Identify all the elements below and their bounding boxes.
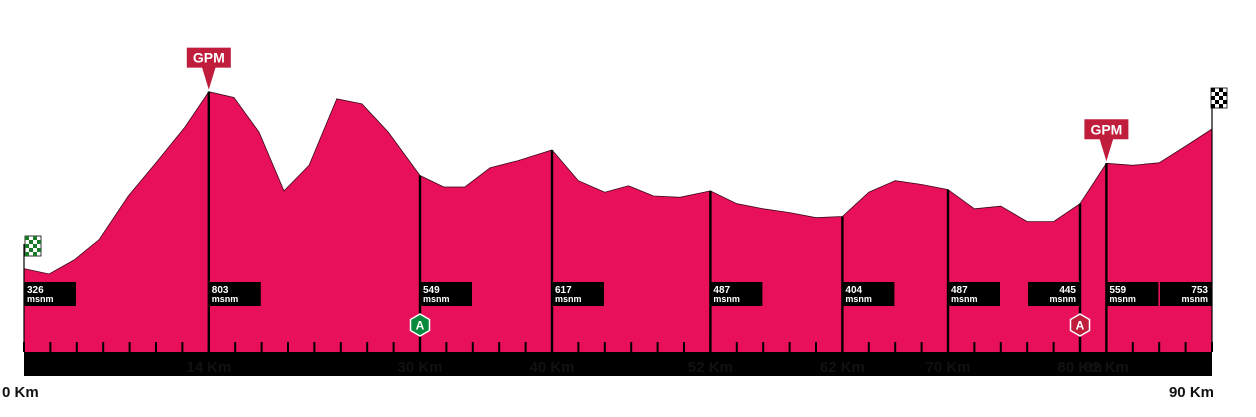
km-label: 40 Km bbox=[529, 359, 574, 376]
altitude-value: 487 bbox=[713, 285, 730, 296]
gpm-box bbox=[186, 47, 231, 68]
altitude-label-box bbox=[24, 282, 76, 306]
start-flag-square bbox=[33, 252, 37, 256]
altitude-unit: msnm bbox=[845, 294, 872, 304]
km-label: 30 Km bbox=[397, 359, 442, 376]
altitude-unit: msnm bbox=[212, 294, 239, 304]
start-flag-square bbox=[33, 236, 37, 240]
feed-zone-label: A bbox=[416, 319, 425, 333]
altitude-value: 404 bbox=[845, 285, 862, 296]
gpm-marker: GPM bbox=[186, 47, 231, 90]
altitude-label-box bbox=[1160, 282, 1212, 306]
profile-outline bbox=[23, 91, 1213, 275]
start-flag-square bbox=[25, 244, 29, 248]
feed-zone-badge: A bbox=[1069, 313, 1091, 337]
km-label: 52 Km bbox=[688, 359, 733, 376]
profile-area bbox=[24, 91, 1212, 352]
gpm-marker: GPM bbox=[1084, 119, 1129, 162]
km-label: 0 Km bbox=[2, 384, 39, 401]
km-labels-group: 0 Km 14 Km 30 Km 40 Km 52 Km 62 Km 70 Km 80 Km8… bbox=[2, 359, 1214, 401]
altitude-value: 803 bbox=[212, 285, 229, 296]
altitude-label-box bbox=[420, 282, 472, 306]
gpm-label: GPM bbox=[193, 50, 225, 66]
altitude-label-box bbox=[948, 282, 1000, 306]
finish-flag-square bbox=[1211, 88, 1215, 92]
start-flag-square bbox=[25, 236, 29, 240]
altitude-unit: msnm bbox=[27, 294, 54, 304]
altitude-unit: msnm bbox=[713, 294, 740, 304]
feed-zone-badge: A bbox=[409, 313, 431, 337]
gpm-pointer bbox=[201, 66, 216, 90]
finish-flag-square bbox=[1211, 96, 1215, 100]
feed-zone-hexagon bbox=[409, 313, 431, 337]
altitude-unit: msnm bbox=[1109, 294, 1136, 304]
finish-flag-square bbox=[1215, 100, 1219, 104]
km-label: 82 Km bbox=[1084, 359, 1129, 376]
finish-flag-square bbox=[1223, 100, 1227, 104]
km-label: 70 Km bbox=[925, 359, 970, 376]
start-flag-square bbox=[29, 240, 33, 244]
altitude-unit: msnm bbox=[1049, 294, 1076, 304]
feed-zone-label: A bbox=[1076, 319, 1085, 333]
altitude-label-box bbox=[842, 282, 895, 306]
altitude-unit: msnm bbox=[1181, 294, 1208, 304]
finish-flag-square bbox=[1219, 104, 1223, 108]
start-flag-square bbox=[29, 248, 33, 252]
altitude-label-box bbox=[552, 282, 604, 306]
gpm-group: GPM GPM bbox=[186, 47, 1129, 162]
gpm-pointer bbox=[1099, 138, 1114, 162]
finish-flag-square bbox=[1223, 92, 1227, 96]
finish-flag-square bbox=[1211, 104, 1215, 108]
altitude-value: 617 bbox=[555, 285, 572, 296]
flags-group bbox=[24, 87, 1228, 257]
km-label: 90 Km bbox=[1169, 384, 1214, 401]
gpm-label: GPM bbox=[1090, 121, 1122, 137]
altitude-unit: msnm bbox=[555, 294, 582, 304]
profile-area-group bbox=[23, 91, 1213, 352]
altitude-value: 326 bbox=[27, 285, 44, 296]
finish-flag-square bbox=[1219, 96, 1223, 100]
altitude-value: 445 bbox=[1059, 285, 1076, 296]
altitude-unit: msnm bbox=[423, 294, 450, 304]
altitude-value: 753 bbox=[1191, 285, 1208, 296]
start-flag-square bbox=[37, 240, 41, 244]
km-markers-group: 326msnm803msnm549msnm617msnm487msnm404ms… bbox=[23, 91, 1213, 352]
start-flag-square bbox=[25, 252, 29, 256]
km-label: 80 Km bbox=[1057, 359, 1102, 376]
km-axis-bar bbox=[24, 352, 1212, 376]
altitude-value: 549 bbox=[423, 285, 440, 296]
altitude-label-box bbox=[1028, 282, 1080, 306]
altitude-unit: msnm bbox=[951, 294, 978, 304]
altitude-value: 559 bbox=[1109, 285, 1126, 296]
start-flag-square bbox=[33, 244, 37, 248]
altitude-label-box bbox=[1106, 282, 1159, 306]
altitude-label-box bbox=[710, 282, 763, 306]
altitude-value: 487 bbox=[951, 285, 968, 296]
feed-zone-hexagon bbox=[1069, 313, 1091, 337]
finish-flag-square bbox=[1219, 88, 1223, 92]
finish-flag bbox=[1210, 87, 1228, 109]
gpm-box bbox=[1084, 119, 1129, 140]
axis-ticks-group bbox=[23, 342, 1213, 376]
finish-flag-square bbox=[1215, 92, 1219, 96]
start-flag-square bbox=[37, 248, 41, 252]
altitude-label-box bbox=[208, 282, 261, 306]
km-label: 14 Km bbox=[186, 359, 231, 376]
km-label: 62 Km bbox=[820, 359, 865, 376]
start-flag bbox=[24, 235, 42, 257]
